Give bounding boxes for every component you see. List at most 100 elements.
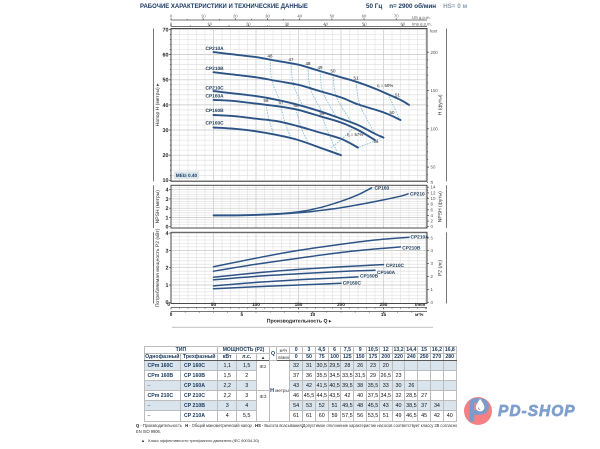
svg-text:0: 0 [170, 13, 173, 18]
svg-text:20: 20 [233, 13, 238, 18]
svg-text:50: 50 [163, 78, 169, 84]
svg-text:2: 2 [166, 206, 169, 212]
svg-text:46: 46 [268, 54, 273, 59]
svg-text:20: 20 [246, 22, 251, 27]
svg-text:CP160A: CP160A [206, 93, 225, 99]
svg-text:5: 5 [431, 235, 434, 240]
svg-text:100: 100 [431, 126, 439, 131]
svg-text:US g.p.m.: US g.p.m. [412, 15, 431, 20]
svg-text:15: 15 [381, 312, 387, 317]
svg-text:12: 12 [431, 190, 436, 195]
svg-text:40: 40 [323, 22, 328, 27]
svg-text:49: 49 [318, 65, 323, 70]
svg-text:4: 4 [166, 188, 169, 194]
svg-text:0: 0 [431, 224, 434, 229]
svg-text:150: 150 [295, 302, 303, 307]
svg-text:1: 1 [431, 287, 434, 292]
svg-text:48: 48 [306, 61, 311, 66]
svg-text:3: 3 [431, 261, 434, 266]
svg-text:CP210: CP210 [410, 191, 425, 197]
svg-text:56: 56 [374, 139, 379, 144]
svg-text:14: 14 [431, 185, 436, 190]
svg-text:feet: feet [430, 29, 438, 34]
svg-text:H (футы): H (футы) [438, 94, 444, 115]
svg-text:20: 20 [163, 153, 169, 159]
svg-text:CP210C: CP210C [386, 263, 405, 269]
svg-text:MEI≥ 0.40: MEI≥ 0.40 [176, 173, 198, 178]
svg-text:10: 10 [201, 13, 206, 18]
svg-text:30: 30 [285, 22, 290, 27]
svg-text:30: 30 [163, 128, 169, 134]
svg-text:1: 1 [166, 283, 169, 289]
svg-text:10: 10 [310, 312, 316, 317]
svg-text:CP210B: CP210B [402, 245, 421, 251]
svg-text:4: 4 [431, 248, 434, 253]
svg-text:0: 0 [167, 302, 170, 307]
svg-text:200: 200 [431, 50, 439, 55]
svg-text:0: 0 [170, 22, 173, 27]
svg-text:10: 10 [207, 22, 212, 27]
svg-text:2: 2 [431, 219, 434, 224]
svg-text:0: 0 [170, 312, 173, 317]
svg-text:Производительность Q ▸: Производительность Q ▸ [267, 319, 332, 325]
svg-text:60: 60 [400, 22, 405, 27]
svg-text:2: 2 [166, 266, 169, 272]
svg-text:P2 (лс): P2 (лс) [438, 259, 444, 276]
svg-text:70: 70 [394, 13, 399, 18]
svg-text:56: 56 [264, 98, 269, 103]
svg-text:CP160C: CP160C [343, 281, 362, 287]
svg-text:0: 0 [431, 300, 434, 305]
svg-text:0: 0 [166, 225, 169, 231]
svg-text:4: 4 [166, 231, 169, 237]
svg-text:100: 100 [252, 302, 260, 307]
svg-text:CP160C: CP160C [206, 121, 225, 127]
svg-text:6: 6 [431, 207, 434, 212]
svg-text:5: 5 [240, 312, 243, 317]
svg-text:3: 3 [166, 248, 169, 254]
svg-text:l/min: l/min [415, 302, 426, 307]
svg-text:CP160B: CP160B [360, 273, 379, 279]
svg-text:CP210B: CP210B [206, 66, 225, 72]
svg-text:10: 10 [431, 196, 436, 201]
svg-text:50: 50 [390, 110, 395, 115]
svg-text:70: 70 [163, 27, 169, 33]
svg-text:60: 60 [163, 53, 169, 59]
svg-text:58: 58 [294, 103, 299, 108]
svg-text:NPSH (метры): NPSH (метры) [155, 190, 161, 224]
svg-text:η = 57%: η = 57% [347, 132, 363, 137]
svg-text:NPSH (футы): NPSH (футы) [438, 191, 444, 222]
svg-text:50: 50 [362, 22, 367, 27]
svg-text:ft: ft [431, 180, 434, 185]
svg-text:51: 51 [354, 75, 359, 80]
svg-text:59: 59 [320, 111, 325, 116]
svg-text:57: 57 [279, 100, 284, 105]
svg-text:50: 50 [331, 69, 336, 74]
svg-text:4: 4 [431, 213, 434, 218]
svg-text:η = 50%: η = 50% [377, 83, 393, 88]
svg-text:Потребляемая мощность P2 (кВт): Потребляемая мощность P2 (кВт) [155, 228, 161, 307]
svg-text:0: 0 [166, 300, 169, 306]
svg-text:CP160B: CP160B [206, 108, 225, 114]
svg-text:50: 50 [211, 302, 217, 307]
svg-text:1: 1 [166, 215, 169, 221]
svg-text:Imp g.p.m.: Imp g.p.m. [412, 21, 432, 26]
svg-text:м³/ч: м³/ч [415, 312, 424, 317]
svg-text:250: 250 [380, 302, 388, 307]
svg-text:CP210C: CP210C [206, 86, 225, 92]
svg-text:150: 150 [431, 88, 439, 93]
svg-text:200: 200 [337, 302, 345, 307]
svg-text:51: 51 [395, 92, 400, 97]
svg-text:CP160A: CP160A [377, 270, 396, 276]
svg-text:Напор H (метры) ▸: Напор H (метры) ▸ [155, 83, 161, 126]
svg-text:10: 10 [163, 178, 169, 184]
svg-text:CP210A: CP210A [206, 46, 225, 52]
svg-text:60: 60 [362, 13, 367, 18]
svg-text:50: 50 [330, 13, 335, 18]
svg-text:47: 47 [289, 57, 294, 62]
svg-text:3: 3 [166, 197, 169, 203]
svg-text:2: 2 [431, 274, 434, 279]
svg-text:CP210A: CP210A [411, 235, 430, 241]
svg-text:40: 40 [297, 13, 302, 18]
svg-text:40: 40 [163, 103, 169, 109]
svg-text:8: 8 [431, 202, 434, 207]
